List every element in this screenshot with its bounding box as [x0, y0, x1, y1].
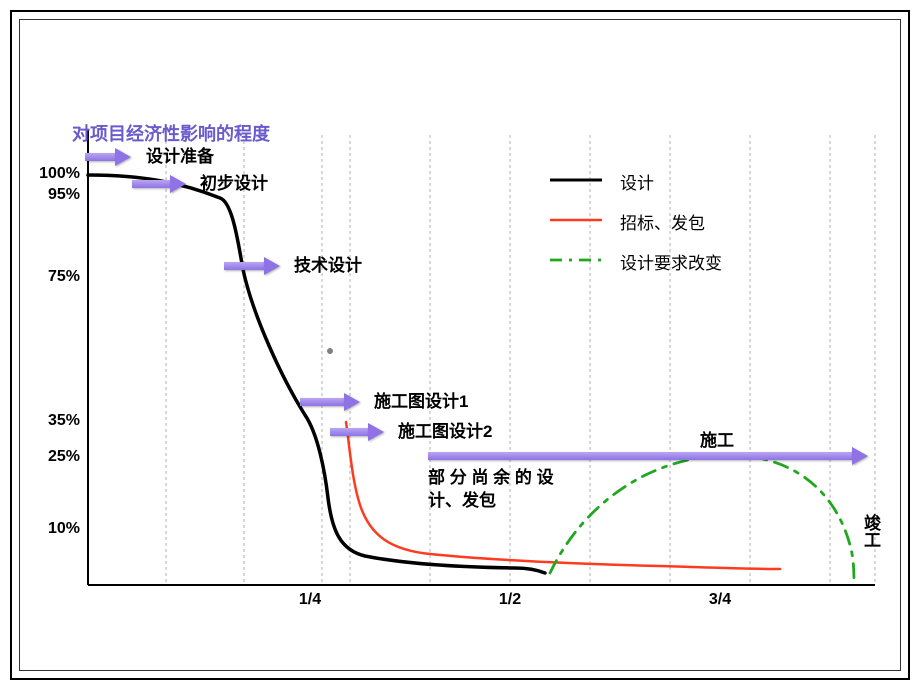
x-tick-label: 1/2 — [490, 591, 530, 609]
phase-label-prelim: 初步设计 — [200, 169, 268, 194]
y-tick-label: 10% — [20, 520, 80, 538]
label-done: 竣工 — [858, 514, 883, 548]
label-remain: 部 分 尚 余 的 设计、发包 — [428, 467, 578, 513]
chart-svg — [20, 20, 900, 670]
phase-label-prep: 设计准备 — [146, 142, 214, 167]
legend-item: 设计要求改变 — [620, 249, 722, 274]
y-tick-label: 35% — [20, 412, 80, 430]
phase-label-tech: 技术设计 — [294, 251, 362, 276]
curve-design — [88, 175, 545, 573]
y-tick-label: 75% — [20, 268, 80, 286]
phase-arrow-prelim — [132, 177, 186, 191]
legend-item: 招标、发包 — [620, 209, 705, 234]
phase-label-cd1: 施工图设计1 — [374, 387, 468, 412]
phase-arrow-cd2 — [330, 425, 384, 439]
y-tick-label: 25% — [20, 448, 80, 466]
x-tick-label: 1/4 — [290, 591, 330, 609]
y-tick-label: 100% — [20, 165, 80, 183]
phase-arrow-tech — [224, 259, 280, 273]
phase-label-cd2: 施工图设计2 — [398, 417, 492, 442]
x-tick-label: 3/4 — [700, 591, 740, 609]
phase-arrow-prep — [85, 150, 131, 164]
chart-canvas: 对项目经济性影响的程度 100%95%75%35%25%10% 1/41/23/… — [20, 20, 900, 670]
legend-item: 设计 — [620, 169, 654, 194]
phase-arrow-cd1 — [300, 395, 360, 409]
phase-arrow-constr — [428, 449, 868, 463]
y-tick-label: 95% — [20, 186, 80, 204]
phase-label-constr: 施工 — [700, 426, 734, 451]
